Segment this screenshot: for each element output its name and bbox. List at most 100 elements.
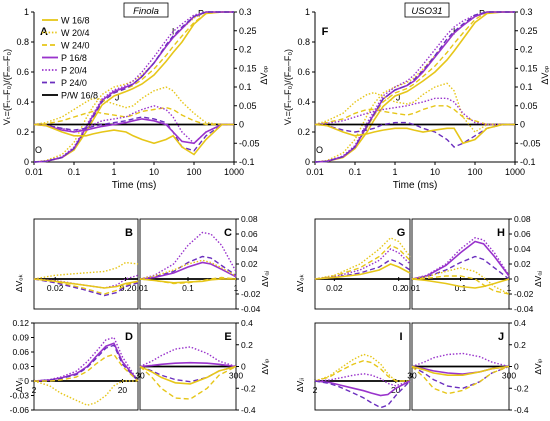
y2-tick-label: 0.3: [520, 7, 533, 17]
y-axis-label: ΔVᵢₚ: [533, 358, 543, 375]
panel-letter: E: [224, 331, 231, 343]
x-tick-label: 0.01: [306, 167, 324, 177]
y2-axis-label: ΔVₒₚ: [259, 65, 269, 84]
y-tick-label: 0.4: [514, 318, 526, 328]
y-axis-label: ΔVⱼᵢ: [295, 378, 305, 392]
series-line-C-6: [139, 278, 236, 284]
series-line-F-8: [314, 105, 515, 126]
y-tick-label: 0: [24, 157, 29, 167]
series-line-A-10: [33, 116, 234, 152]
legend-label: P 20/4: [61, 66, 87, 76]
x-tick-label: 2: [313, 385, 318, 395]
series-line-A-12: [33, 123, 234, 156]
y-tick-label: 0.2: [16, 127, 29, 137]
panel-C: -0.04 -0.02 0 0.02 0.04 0.06 0.08 0.01 0.1 1 ΔVₒⱼ C: [132, 214, 270, 314]
y-tick-label: 0.04: [241, 244, 258, 254]
series-line-E-2: [139, 361, 237, 368]
panel-A: 0.01 0.1 1 10 100 1000 0 0.2 0.4 0.6 0.8 1 -0.1 -0.05…: [2, 2, 269, 191]
panel-letter: C: [224, 227, 232, 239]
series-line-I-5: [314, 380, 411, 409]
y-tick-label: 0.06: [514, 229, 531, 239]
y-tick-label: 0.08: [514, 214, 531, 224]
phase-label-I: I: [453, 27, 456, 37]
x-tick-label: 10: [149, 167, 159, 177]
x-tick-label: 300: [502, 371, 516, 381]
x-tick-label: 0.01: [25, 167, 43, 177]
panel-letter: D: [125, 331, 133, 343]
x-tick-label: 2: [32, 385, 37, 395]
series-line-J-5: [411, 365, 510, 376]
legend-label: P 16/8: [61, 53, 87, 63]
y-tick-label: -0.2: [241, 383, 256, 393]
y-tick-label: 0.03: [12, 362, 29, 372]
panel-I: 2 20 ΔVⱼᵢ I: [295, 322, 411, 411]
phase-label-O: O: [316, 145, 323, 155]
legend-label: W 24/0: [61, 41, 90, 51]
y-tick-label: 0.4: [16, 97, 29, 107]
y-tick-label: -0.03: [10, 391, 30, 401]
series-line-F-4: [314, 11, 515, 163]
series-line-I-3: [314, 373, 411, 387]
y-tick-label: -0.4: [241, 405, 256, 415]
x-tick-label: 1: [507, 283, 512, 293]
y-tick-label: 0.08: [241, 214, 258, 224]
y-tick-label: -0.06: [10, 405, 30, 415]
y-tick-label: 0.06: [12, 347, 29, 357]
y-axis-label: ΔVₒⱼ: [533, 270, 543, 287]
y-tick-label: -0.02: [514, 289, 534, 299]
y2-tick-label: 0.1: [520, 82, 533, 92]
phase-label-J: J: [396, 93, 401, 103]
y2-tick-label: 0.15: [520, 63, 538, 73]
y-tick-label: 1: [24, 7, 29, 17]
x-axis-label: Time (ms): [112, 180, 157, 191]
y2-tick-label: 0: [520, 120, 525, 130]
x-axis-label: Time (ms): [393, 180, 438, 191]
y-tick-label: 0: [514, 362, 519, 372]
series-line-D-4: [34, 353, 139, 382]
series-line-A-4: [33, 11, 234, 163]
panel-B: 0.02 0.2 ΔVₒₖ B: [14, 218, 139, 310]
series-line-B-5: [33, 278, 139, 289]
x-tick-label: 0.02: [326, 283, 343, 293]
panel-letter: J: [498, 331, 504, 343]
panel-letter: B: [125, 227, 133, 239]
y-tick-label: 0.8: [16, 37, 29, 47]
panel-frame: [411, 218, 510, 310]
series-line-G-5: [314, 263, 411, 280]
x-tick-label: 30: [135, 371, 145, 381]
x-tick-label: 1: [234, 283, 239, 293]
y-tick-label: 0.6: [297, 67, 310, 77]
y2-tick-label: -0.05: [520, 138, 541, 148]
series-line-F-7: [314, 82, 515, 133]
y2-tick-label: 0.05: [520, 101, 538, 111]
y-tick-label: 0.4: [241, 318, 253, 328]
series-line-H-6: [411, 278, 510, 289]
series-line-H-5: [411, 275, 510, 295]
y-tick-label: 0: [514, 274, 519, 284]
panel-letter: H: [497, 227, 505, 239]
series-line-D-2: [33, 342, 139, 382]
series-line-D-5: [33, 380, 138, 406]
y2-tick-label: 0.15: [239, 63, 257, 73]
series-line-A-11: [33, 118, 234, 145]
panel-letter: I: [399, 331, 402, 343]
panel-E: -0.4 -0.2 0 0.2 0.4 30 300 ΔVᵢₚ E: [135, 318, 270, 415]
y-tick-label: 0.2: [297, 127, 310, 137]
x-tick-label: 100: [467, 167, 482, 177]
panel-G: 0.02 0.2 ΔVₒₖ G: [295, 218, 411, 310]
y2-tick-label: 0.3: [239, 7, 252, 17]
y2-tick-label: 0.05: [239, 101, 257, 111]
x-tick-label: 1000: [505, 167, 525, 177]
series-line-A-0: [33, 11, 234, 163]
panel-D: -0.06 -0.03 0 0.03 0.06 0.09 0.12 2 20 ΔVⱼᵢ D: [10, 318, 139, 415]
panel-letter: A: [40, 26, 48, 38]
series-line-F-11: [314, 123, 515, 145]
legend-label: W 16/8: [61, 16, 90, 26]
x-tick-label: 10: [430, 167, 440, 177]
y2-axis-label: ΔVₒₚ: [540, 65, 550, 84]
y-axis-label: ΔVₒₖ: [295, 274, 305, 293]
y2-tick-label: -0.1: [520, 157, 536, 167]
y2-tick-label: 0.25: [239, 26, 257, 36]
y-tick-label: -0.04: [514, 304, 534, 314]
y-tick-label: 0.8: [297, 37, 310, 47]
